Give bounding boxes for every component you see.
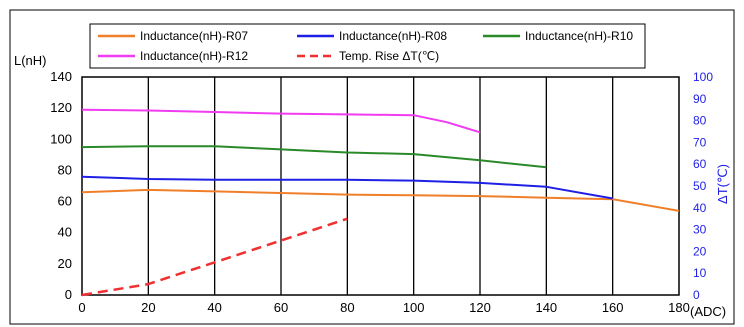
x-tick-label: 40 [207, 300, 221, 315]
y2-tick-label: 30 [693, 223, 707, 237]
x-tick-label: 0 [78, 300, 85, 315]
legend-label: Inductance(nH)-R10 [525, 29, 633, 43]
legend-label: Inductance(nH)-R08 [339, 29, 447, 43]
x-axis-title: (ADC) [690, 304, 726, 319]
y2-tick-label: 70 [693, 135, 707, 149]
y-tick-label: 40 [58, 225, 72, 240]
plot-area [81, 76, 680, 296]
y2-ticks: 0 10 20 30 40 50 60 70 80 90 100 [693, 70, 713, 302]
x-tick-label: 120 [469, 300, 491, 315]
grid [147, 77, 614, 295]
y-tick-label: 100 [50, 131, 72, 146]
y-axis-title: L(nH) [14, 53, 47, 68]
x-tick-label: 100 [403, 300, 425, 315]
x-tick-label: 160 [602, 300, 624, 315]
x-tick-label: 180 [668, 300, 690, 315]
legend-label: Inductance(nH)-R07 [140, 29, 248, 43]
y2-tick-label: 50 [693, 179, 707, 193]
series-line-2 [81, 175, 613, 200]
y-tick-label: 140 [50, 69, 72, 84]
series-layer [81, 108, 680, 297]
x-tick-label: 140 [535, 300, 557, 315]
series-line-1 [81, 188, 680, 212]
y2-tick-label: 60 [693, 157, 707, 171]
y-tick-label: 20 [58, 256, 72, 271]
y2-tick-label: 20 [693, 244, 707, 258]
y2-tick-label: 100 [693, 70, 713, 84]
y2-tick-label: 40 [693, 201, 707, 215]
legend: Inductance(nH)-R07 Inductance(nH)-R08 Indu… [98, 29, 633, 63]
x-ticks: 0 20 40 60 80 100 120 140 160 180 [78, 300, 689, 315]
y-tick-label: 80 [58, 162, 72, 177]
y2-tick-label: 10 [693, 266, 707, 280]
y2-tick-label: 80 [693, 114, 707, 128]
y-ticks: 0 20 40 60 80 100 120 140 [50, 69, 72, 302]
y2-axis-title: ΔT(℃) [715, 164, 730, 204]
series-line-5 [81, 217, 348, 297]
y2-tick-label: 0 [693, 288, 700, 302]
y-tick-label: 60 [58, 194, 72, 209]
series-line-4 [81, 108, 481, 134]
legend-label: Temp. Rise ΔT(℃) [339, 49, 439, 63]
legend-label: Inductance(nH)-R12 [140, 49, 248, 63]
x-tick-label: 20 [141, 300, 155, 315]
x-tick-label: 80 [340, 300, 354, 315]
y-tick-label: 0 [65, 287, 72, 302]
y-tick-label: 120 [50, 100, 72, 115]
x-tick-label: 60 [274, 300, 288, 315]
series-line-3 [81, 145, 547, 169]
legend-box [89, 23, 646, 69]
y2-tick-label: 90 [693, 92, 707, 106]
